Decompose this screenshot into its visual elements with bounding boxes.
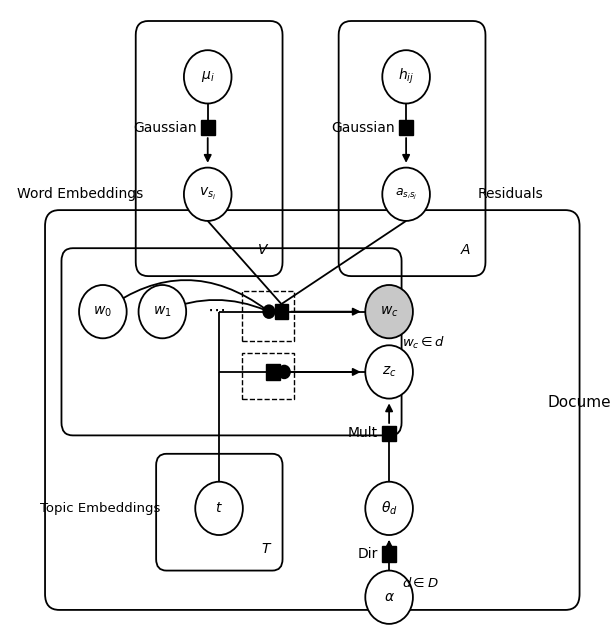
Bar xyxy=(266,364,280,380)
Circle shape xyxy=(79,285,127,338)
Circle shape xyxy=(263,305,275,318)
Text: $\theta_d$: $\theta_d$ xyxy=(381,500,397,517)
Text: A: A xyxy=(461,243,470,257)
Text: Gaussian: Gaussian xyxy=(133,121,197,135)
Circle shape xyxy=(278,366,290,378)
Bar xyxy=(383,426,396,441)
Text: $z_c$: $z_c$ xyxy=(382,364,396,379)
Text: $h_{ij}$: $h_{ij}$ xyxy=(398,67,414,86)
Circle shape xyxy=(184,50,232,104)
Text: $d \in D$: $d \in D$ xyxy=(402,576,438,590)
Circle shape xyxy=(365,285,413,338)
Circle shape xyxy=(365,570,413,624)
Text: $w_c \in d$: $w_c \in d$ xyxy=(402,335,445,352)
Text: Word Embeddings: Word Embeddings xyxy=(17,187,144,201)
Bar xyxy=(275,304,288,319)
Circle shape xyxy=(365,345,413,399)
Circle shape xyxy=(184,168,232,221)
Text: $t$: $t$ xyxy=(215,501,223,515)
Text: $\alpha$: $\alpha$ xyxy=(384,590,395,604)
Circle shape xyxy=(383,50,430,104)
Text: $v_{s_i}$: $v_{s_i}$ xyxy=(199,186,216,202)
Text: $\cdots$: $\cdots$ xyxy=(207,301,225,319)
Bar xyxy=(383,546,396,562)
Circle shape xyxy=(195,481,243,535)
Text: $w_1$: $w_1$ xyxy=(153,305,172,319)
Text: $w_c$: $w_c$ xyxy=(380,305,399,319)
Text: Mult: Mult xyxy=(347,427,378,441)
Text: T: T xyxy=(261,542,270,556)
Text: Topic Embeddings: Topic Embeddings xyxy=(40,502,161,515)
Text: Dir: Dir xyxy=(357,547,378,561)
Text: $w_0$: $w_0$ xyxy=(94,305,112,319)
Circle shape xyxy=(365,481,413,535)
Bar xyxy=(201,120,214,135)
Text: Gaussian: Gaussian xyxy=(331,121,395,135)
Text: V: V xyxy=(257,243,267,257)
Circle shape xyxy=(383,168,430,221)
Text: Docume: Docume xyxy=(548,395,611,410)
Text: $\mu_i$: $\mu_i$ xyxy=(201,69,214,85)
Bar xyxy=(399,120,413,135)
Text: $a_{s_i s_j}$: $a_{s_i s_j}$ xyxy=(395,187,417,202)
Circle shape xyxy=(139,285,186,338)
Text: Residuals: Residuals xyxy=(477,187,543,201)
